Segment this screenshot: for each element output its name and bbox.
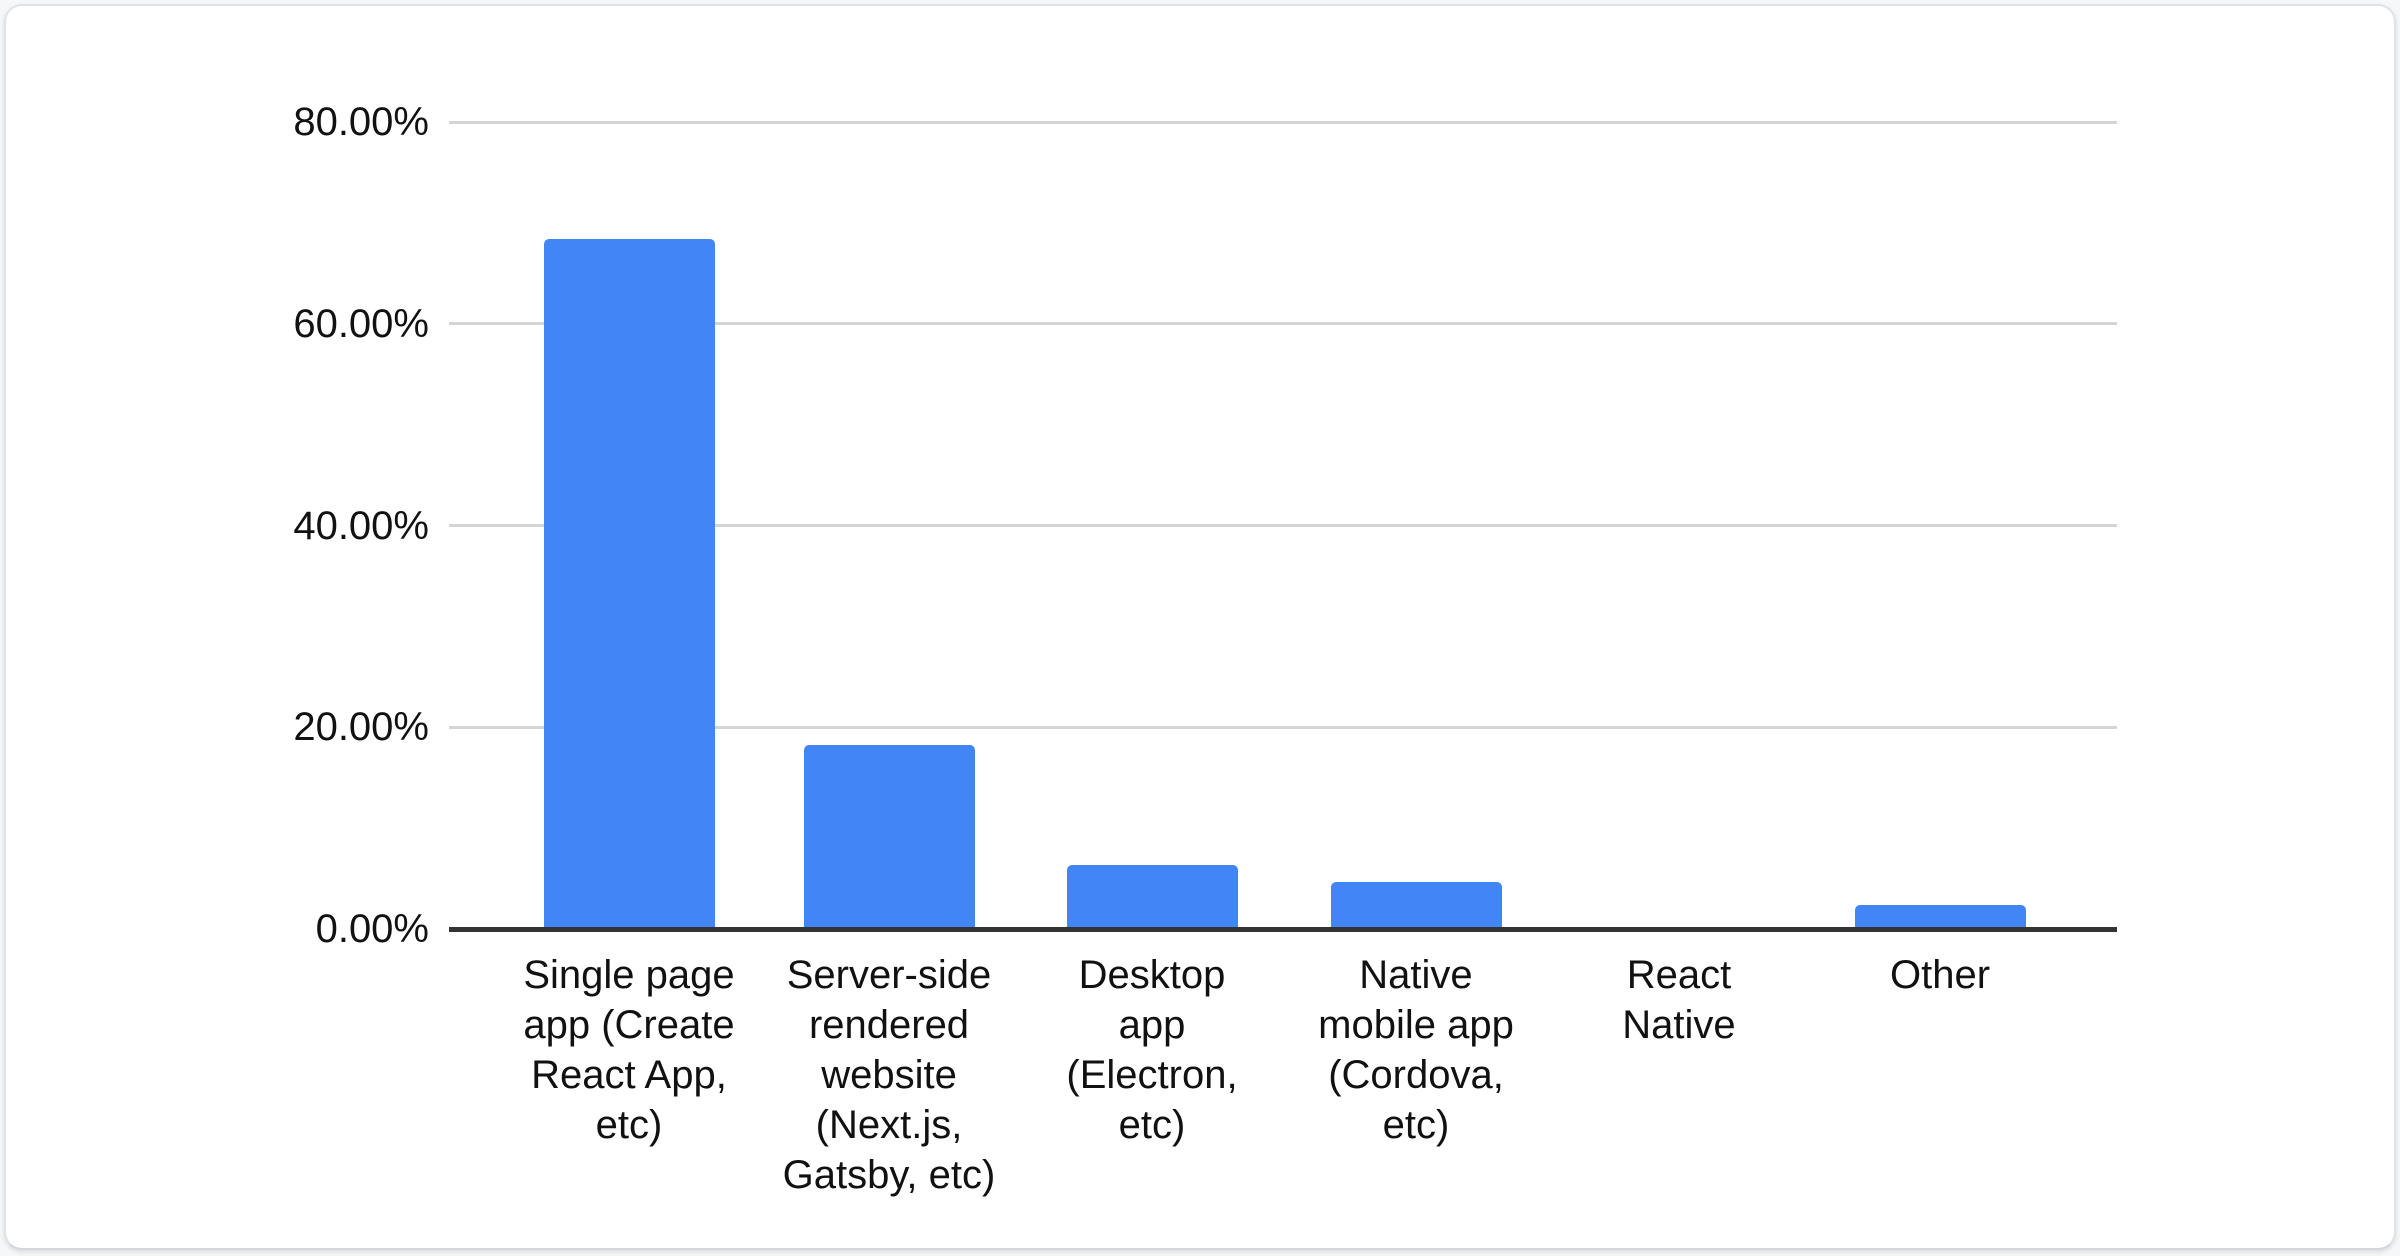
- x-category-label: Server-side rendered website (Next.js, G…: [782, 953, 996, 1197]
- y-tick-label: 80.00%: [293, 100, 429, 144]
- h-gridline: [449, 322, 2117, 326]
- h-gridline: [449, 120, 2117, 124]
- x-category-label: Single page app (Create React App, etc): [523, 953, 735, 1147]
- bar[interactable]: [1330, 882, 1502, 929]
- bar-chart-plot-area: 80.00% 60.00% 40.00% 20.00% 0.00% Single page…: [6, 6, 2394, 1248]
- y-tick-label: 60.00%: [293, 301, 429, 346]
- y-tick-label: 0.00%: [315, 907, 429, 951]
- bar[interactable]: [803, 745, 975, 929]
- bar[interactable]: [543, 239, 715, 929]
- bar[interactable]: [1854, 905, 2026, 929]
- x-category-label: Native mobile app (Cordova, etc): [1318, 953, 1514, 1147]
- h-gridline: [449, 725, 2117, 729]
- chart-card: 80.00% 60.00% 40.00% 20.00% 0.00% Single page…: [4, 4, 2396, 1250]
- bar[interactable]: [1066, 865, 1238, 929]
- x-category-label: React Native: [1622, 953, 1736, 1047]
- h-gridline: [449, 524, 2117, 527]
- x-axis-baseline: [449, 927, 2117, 932]
- x-category-label: Other: [1889, 953, 1991, 997]
- x-category-label: Desktop app (Electron, etc): [1066, 953, 1238, 1147]
- y-tick-label: 20.00%: [293, 705, 429, 750]
- y-tick-label: 40.00%: [293, 503, 429, 548]
